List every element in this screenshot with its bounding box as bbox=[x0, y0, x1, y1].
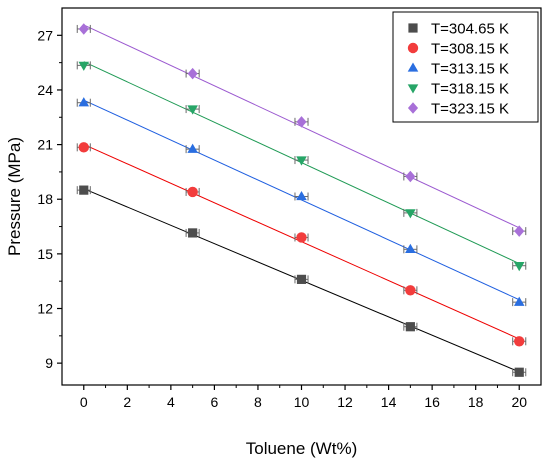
legend-marker bbox=[408, 23, 418, 33]
data-point bbox=[78, 97, 90, 107]
x-tick-label: 6 bbox=[211, 394, 219, 410]
x-tick-label: 0 bbox=[80, 394, 88, 410]
y-axis-ticks: 9 12 15 18 21 24 27 bbox=[37, 27, 62, 371]
data-point bbox=[405, 243, 416, 253]
x-axis-label: Toluene (Wt%) bbox=[246, 439, 357, 458]
x-tick-label: 12 bbox=[337, 394, 353, 410]
data-point bbox=[296, 274, 307, 284]
data-point bbox=[187, 186, 198, 198]
data-point bbox=[78, 23, 89, 35]
legend-label: T=304.65 K bbox=[431, 21, 509, 38]
data-point bbox=[405, 209, 416, 219]
data-point bbox=[296, 190, 307, 201]
x-tick-label: 16 bbox=[424, 394, 440, 410]
y-tick-label: 27 bbox=[37, 27, 53, 43]
x-tick-label: 14 bbox=[381, 394, 397, 410]
legend-label: T=313.15 K bbox=[431, 61, 509, 78]
data-point bbox=[296, 156, 307, 166]
data-point bbox=[78, 61, 90, 71]
y-tick-label: 21 bbox=[37, 137, 53, 153]
y-tick-label: 12 bbox=[37, 301, 53, 317]
data-point bbox=[405, 285, 416, 296]
y-tick-label: 18 bbox=[37, 191, 53, 207]
data-point bbox=[187, 105, 198, 115]
data-point bbox=[513, 296, 525, 306]
data-point bbox=[296, 232, 307, 243]
data-markers bbox=[78, 23, 525, 377]
legend-label: T=318.15 K bbox=[431, 81, 509, 98]
legend-marker bbox=[407, 62, 419, 72]
data-point bbox=[78, 142, 89, 153]
data-point bbox=[514, 367, 524, 377]
x-tick-label: 10 bbox=[294, 394, 310, 410]
x-tick-label: 2 bbox=[123, 394, 131, 410]
data-point bbox=[513, 262, 525, 272]
y-tick-label: 24 bbox=[37, 82, 53, 98]
legend: T=304.65 K T=308.15 K T=313.15 K T=318.15 K… bbox=[392, 11, 539, 123]
legend-marker bbox=[407, 84, 419, 94]
x-tick-label: 20 bbox=[511, 394, 527, 410]
x-tick-label: 18 bbox=[468, 394, 484, 410]
legend-marker bbox=[407, 102, 419, 114]
legend-marker bbox=[407, 42, 419, 54]
x-axis-ticks: 0 2 4 6 8 10 12 14 16 18 20 bbox=[80, 385, 527, 410]
x-tick-label: 8 bbox=[254, 394, 262, 410]
x-tick-label: 4 bbox=[167, 394, 175, 410]
data-point bbox=[405, 322, 415, 332]
y-tick-label: 15 bbox=[37, 246, 53, 262]
data-point bbox=[514, 336, 525, 347]
data-point bbox=[187, 67, 198, 80]
legend-label: T=323.15 K bbox=[431, 101, 509, 118]
data-point bbox=[296, 116, 307, 128]
data-point bbox=[405, 170, 416, 183]
y-tick-label: 9 bbox=[45, 355, 53, 371]
data-point bbox=[187, 143, 198, 153]
data-point bbox=[514, 225, 525, 237]
data-point bbox=[79, 185, 89, 195]
legend-label: T=308.15 K bbox=[431, 41, 509, 58]
data-point bbox=[188, 228, 198, 238]
y-axis-label: Pressure (MPa) bbox=[5, 137, 24, 256]
legend-box bbox=[392, 11, 539, 123]
